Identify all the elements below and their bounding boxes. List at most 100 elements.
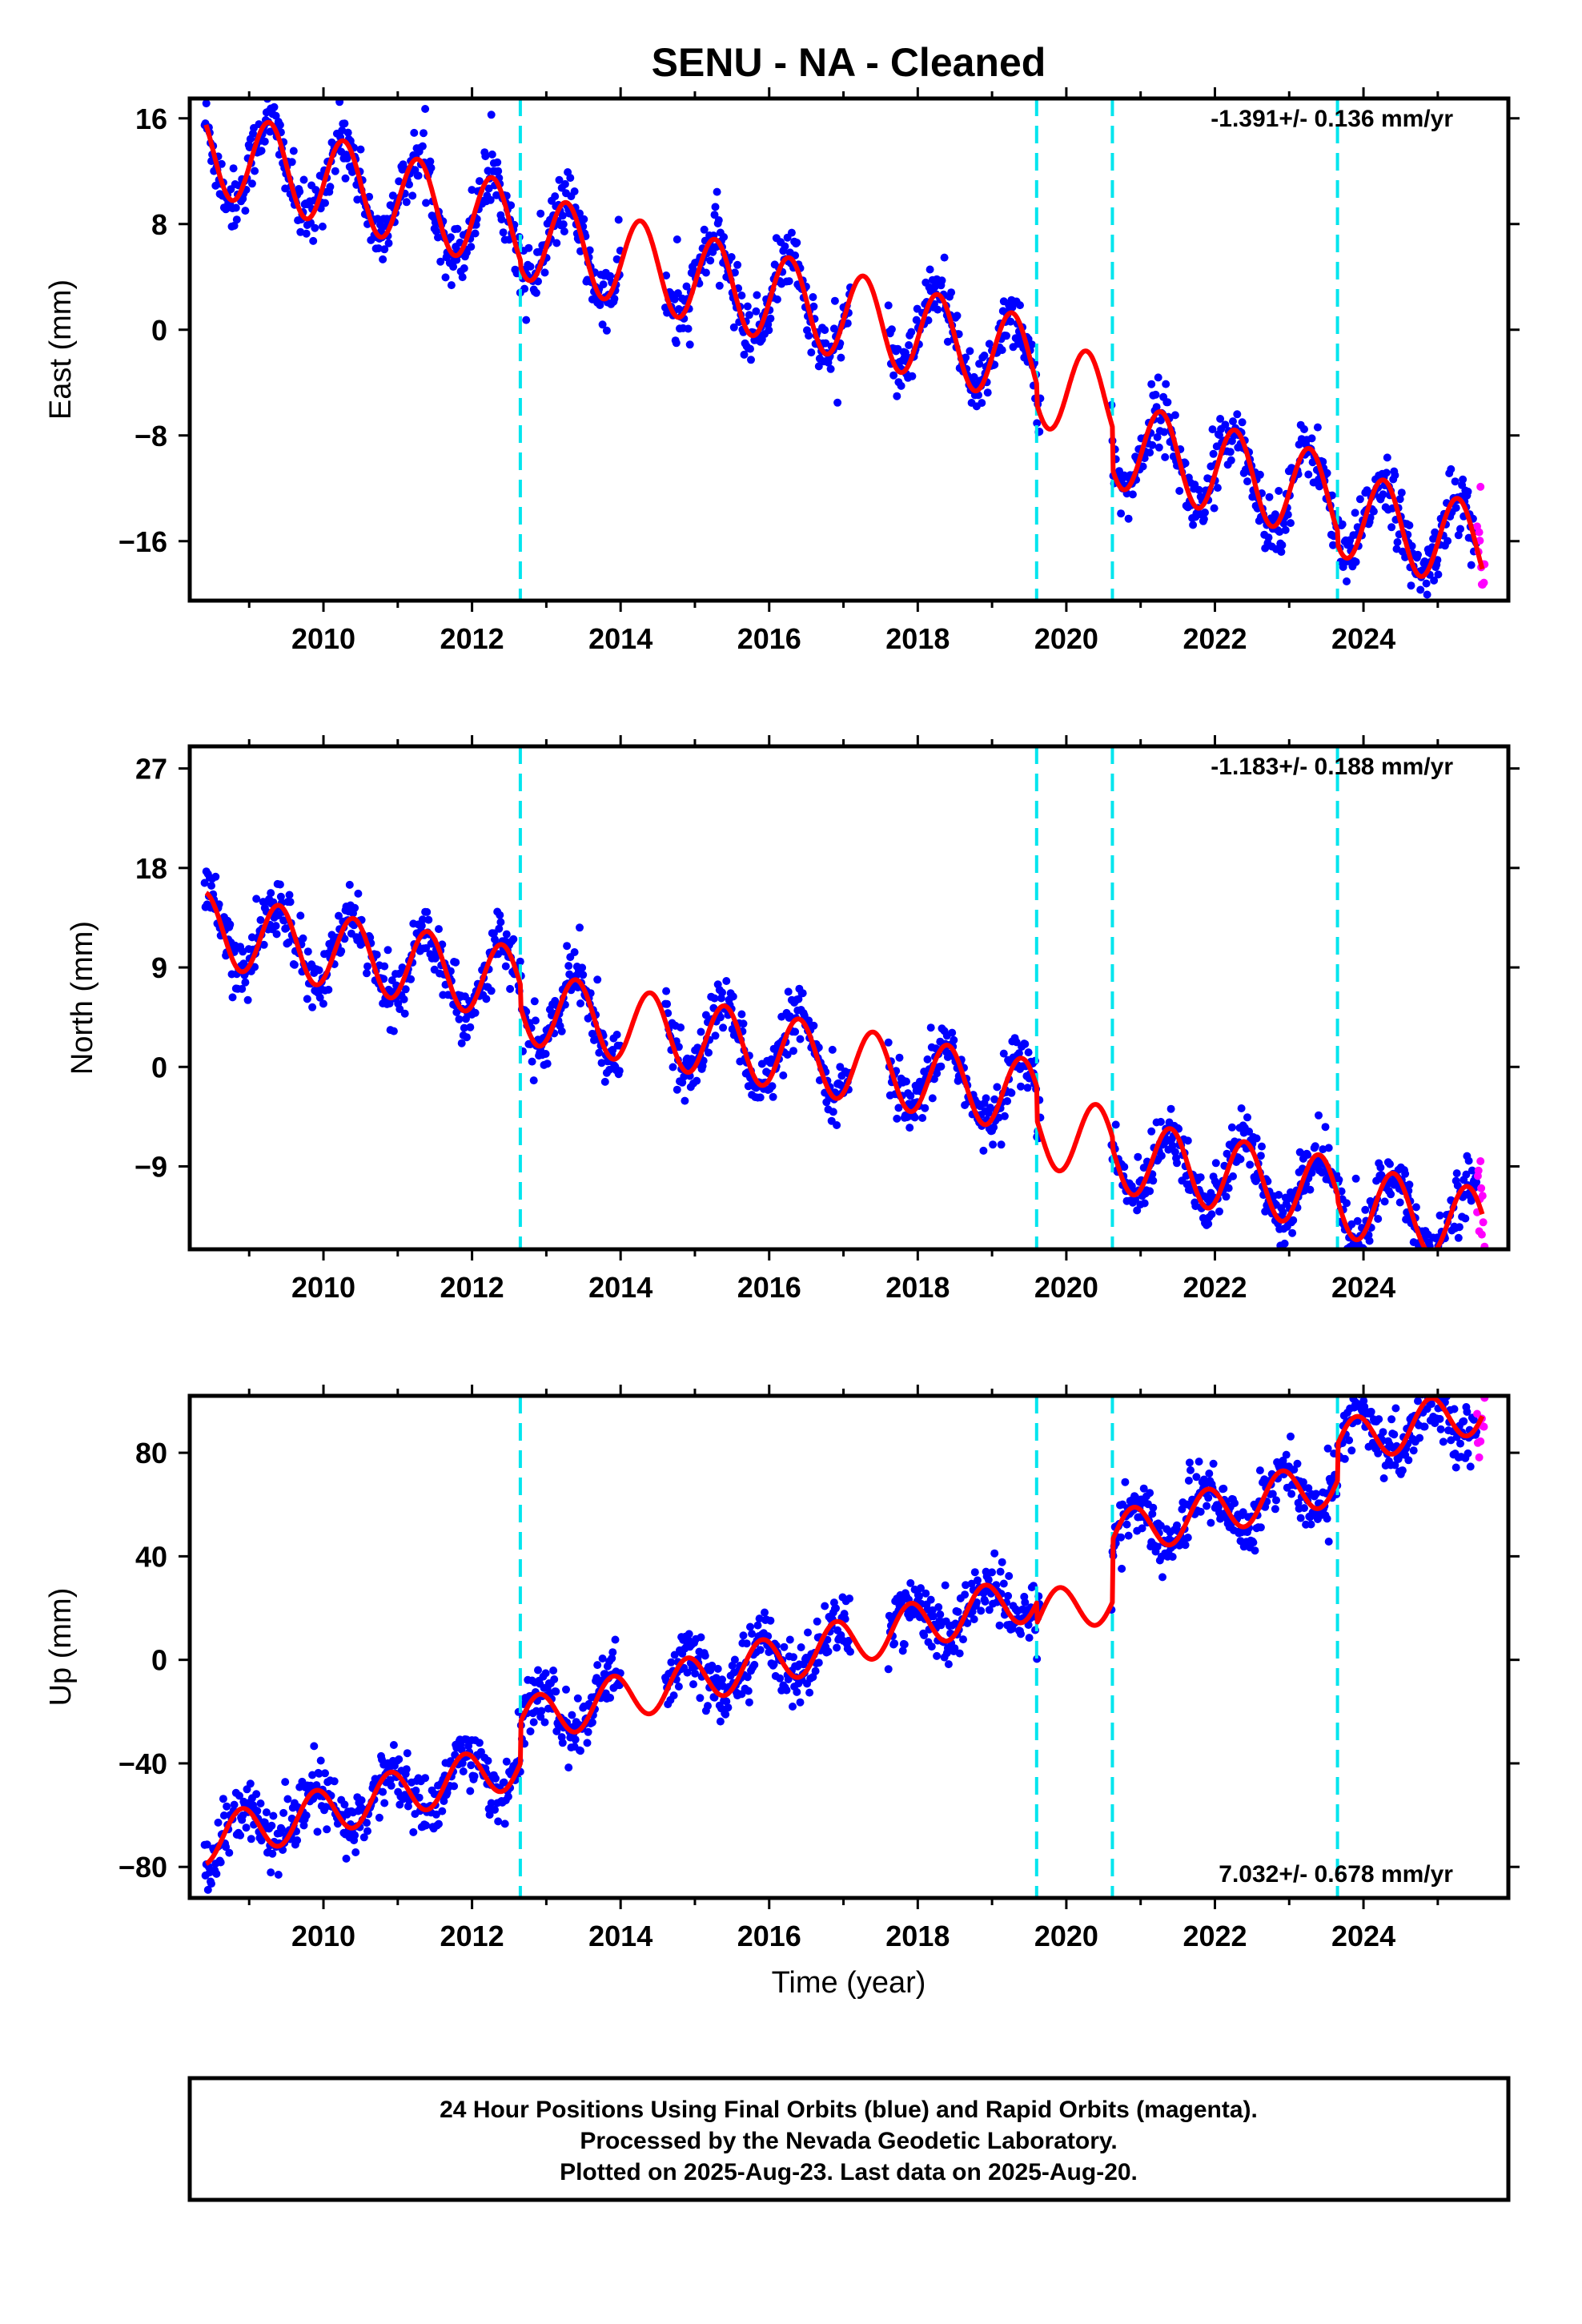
up-data-point — [203, 1840, 211, 1849]
up-data-point — [1219, 1484, 1228, 1493]
north-ytick-label: −9 — [135, 1150, 167, 1183]
up-data-point — [1207, 1518, 1215, 1527]
east-data-point — [614, 215, 623, 224]
east-data-point — [1379, 490, 1387, 499]
north-data-point — [1318, 1168, 1327, 1177]
footer-line-2: Processed by the Nevada Geodetic Laborat… — [580, 2128, 1117, 2154]
north-data-point — [1353, 1216, 1362, 1225]
up-data-point — [608, 1648, 617, 1657]
north-data-point — [243, 995, 252, 1004]
east-data-point — [966, 347, 974, 356]
up-data-point — [351, 1848, 360, 1856]
north-data-point — [1224, 1184, 1233, 1192]
east-ytick-label: 0 — [151, 314, 167, 347]
up-ytick-label: 0 — [151, 1644, 167, 1677]
east-data-point — [905, 341, 913, 349]
east-data-point — [1151, 390, 1160, 399]
up-rate-label: 7.032+/- 0.678 mm/yr — [1219, 1861, 1453, 1888]
north-data-point — [693, 1043, 702, 1052]
north-data-point — [828, 1045, 837, 1054]
east-data-point — [471, 229, 480, 238]
up-data-point — [718, 1675, 726, 1684]
up-data-point — [1443, 1385, 1452, 1393]
east-data-point — [420, 129, 428, 138]
east-data-point — [520, 284, 529, 293]
up-data-point — [756, 1646, 765, 1655]
east-y-axis-label: East (mm) — [44, 279, 78, 420]
north-data-point — [1275, 1191, 1283, 1199]
up-data-point — [782, 1686, 791, 1695]
up-data-point — [257, 1836, 266, 1845]
north-data-point — [923, 1055, 932, 1063]
up-data-point — [789, 1703, 797, 1711]
up-data-point — [766, 1616, 775, 1625]
north-data-point — [354, 889, 363, 898]
up-data-point — [207, 1880, 215, 1888]
north-data-point — [502, 930, 511, 939]
up-data-point — [412, 1786, 420, 1795]
up-data-point — [824, 1647, 833, 1656]
east-data-point — [743, 302, 752, 311]
up-data-point — [1158, 1573, 1166, 1582]
north-data-point — [893, 1114, 901, 1123]
east-data-point — [1162, 380, 1170, 388]
north-data-point — [363, 962, 371, 971]
north-data-point — [211, 872, 220, 881]
up-data-point — [598, 1655, 607, 1663]
north-data-point — [528, 1057, 536, 1066]
up-data-point — [793, 1687, 801, 1696]
north-data-point — [1315, 1111, 1323, 1120]
up-data-point — [1460, 1417, 1468, 1425]
up-data-point — [421, 1774, 430, 1783]
up-data-point — [235, 1791, 243, 1800]
east-data-point — [1395, 495, 1404, 504]
east-data-point — [1315, 482, 1323, 491]
north-data-point — [693, 1076, 701, 1085]
north-data-point — [739, 1019, 748, 1028]
north-data-point — [407, 975, 416, 983]
north-data-point — [662, 987, 671, 995]
up-data-point — [222, 1843, 231, 1852]
north-data-point — [252, 895, 261, 903]
east-data-point — [1163, 398, 1172, 407]
east-data-point — [670, 295, 679, 304]
north-data-point — [1168, 1141, 1177, 1150]
east-ytick-label: 8 — [151, 208, 167, 241]
north-data-point — [1003, 1097, 1012, 1105]
up-data-point — [267, 1868, 275, 1877]
north-data-point — [999, 1049, 1008, 1058]
east-data-point — [1002, 332, 1010, 340]
north-data-point — [1401, 1169, 1410, 1178]
north-data-point — [351, 903, 359, 912]
up-data-point — [746, 1622, 754, 1631]
east-data-point — [805, 332, 813, 340]
north-data-point — [1361, 1205, 1370, 1214]
east-data-point — [711, 203, 720, 211]
north-data-point — [290, 960, 299, 969]
north-data-point — [1435, 1211, 1444, 1220]
north-data-point — [417, 921, 426, 930]
north-data-point — [1229, 1172, 1237, 1180]
east-data-point — [309, 236, 318, 245]
north-data-point — [1428, 1260, 1436, 1268]
east-rapid-point — [1475, 528, 1484, 537]
up-data-point — [1340, 1454, 1349, 1463]
up-data-point — [1251, 1546, 1259, 1555]
east-data-point — [1271, 510, 1279, 519]
up-data-point — [970, 1615, 978, 1623]
north-data-point — [1207, 1210, 1216, 1219]
up-data-point — [584, 1727, 592, 1736]
north-xtick-label: 2016 — [737, 1271, 801, 1304]
up-data-point — [302, 1811, 311, 1819]
up-data-point — [313, 1827, 322, 1836]
east-data-point — [570, 187, 579, 195]
east-data-point — [727, 253, 736, 261]
east-data-point — [441, 273, 450, 282]
east-data-point — [526, 262, 535, 271]
up-data-point — [223, 1802, 231, 1811]
east-data-point — [673, 235, 681, 243]
north-data-point — [829, 1108, 837, 1116]
east-data-point — [978, 399, 986, 408]
north-data-point — [495, 924, 504, 933]
east-data-point — [1279, 519, 1288, 528]
